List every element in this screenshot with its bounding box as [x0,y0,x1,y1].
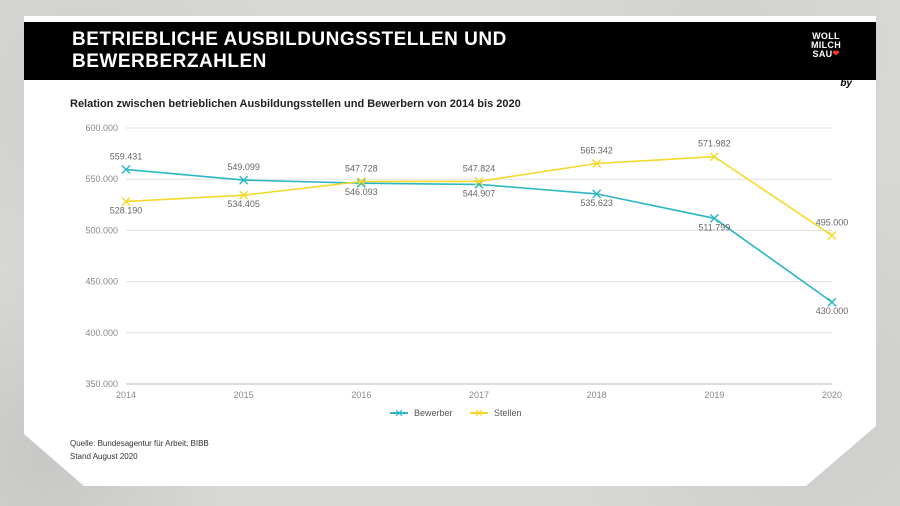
svg-text:2016: 2016 [351,390,371,400]
page-number: 14 [854,470,864,480]
svg-text:450.000: 450.000 [85,277,118,287]
svg-text:430.000: 430.000 [816,306,849,316]
svg-text:546.093: 546.093 [345,187,378,197]
footer: Quelle: Bundesagentur für Arbeit; BIBB S… [70,438,209,464]
svg-text:350.000: 350.000 [85,379,118,389]
svg-text:549.099: 549.099 [227,162,260,172]
svg-text:528.190: 528.190 [110,206,143,216]
logo-line-3: SAU❤ [798,50,854,59]
title-line-2: BEWERBERZAHLEN [72,51,267,72]
svg-text:559.431: 559.431 [110,152,143,162]
svg-text:511.799: 511.799 [698,222,730,232]
svg-text:550.000: 550.000 [85,174,118,184]
title-bar: BETRIEBLICHE AUSBILDUNGSSTELLEN UND BEWE… [24,22,876,80]
slide-page: BETRIEBLICHE AUSBILDUNGSSTELLEN UND BEWE… [24,16,876,486]
logo-by: by [794,78,858,89]
svg-text:500.000: 500.000 [85,225,118,235]
logo-bubble: WOLL MILCH SAU❤ [798,26,854,68]
svg-text:547.728: 547.728 [345,164,378,174]
footer-stand: Stand August 2020 [70,451,209,464]
svg-text:2017: 2017 [469,390,489,400]
svg-text:400.000: 400.000 [85,328,118,338]
svg-text:2018: 2018 [587,390,607,400]
svg-text:495.000: 495.000 [816,218,849,228]
line-chart: 350.000 400.000 450.000 500.000 550.000 600.0… [70,114,850,424]
svg-text:2019: 2019 [704,390,724,400]
svg-text:2020: 2020 [822,390,842,400]
svg-text:547.824: 547.824 [463,163,496,173]
heart-icon: ❤ [832,49,839,58]
svg-text:2014: 2014 [116,390,136,400]
slide-title: BETRIEBLICHE AUSBILDUNGSSTELLEN UND BEWE… [72,29,507,73]
svg-text:571.982: 571.982 [698,139,731,149]
svg-text:534.405: 534.405 [227,199,260,209]
svg-text:Stellen: Stellen [494,408,522,418]
svg-text:544.907: 544.907 [463,188,496,198]
svg-text:Bewerber: Bewerber [414,408,453,418]
svg-text:600.000: 600.000 [85,123,118,133]
svg-text:565.342: 565.342 [580,145,613,155]
chart-subtitle: Relation zwischen betrieblichen Ausbildu… [70,98,521,110]
svg-text:2015: 2015 [234,390,254,400]
title-line-1: BETRIEBLICHE AUSBILDUNGSSTELLEN UND [72,29,507,50]
brand-logo: WOLL MILCH SAU❤ by [794,26,858,89]
footer-source: Quelle: Bundesagentur für Arbeit; BIBB [70,438,209,451]
svg-text:535.623: 535.623 [580,198,613,208]
